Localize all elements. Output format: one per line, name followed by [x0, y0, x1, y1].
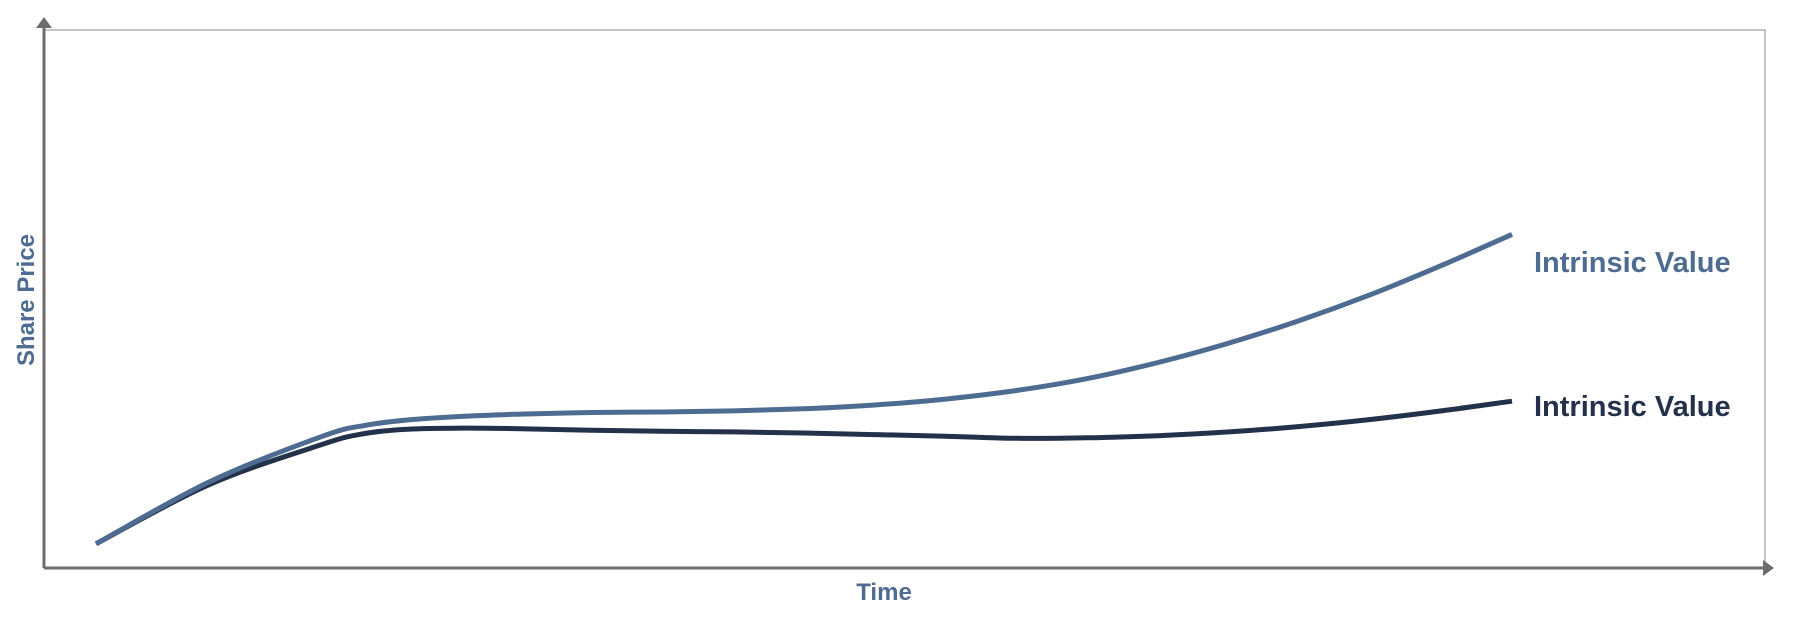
x-axis-title: Time — [856, 579, 912, 606]
y-axis-arrowhead — [36, 17, 52, 28]
series-layer — [94, 232, 1514, 547]
y-axis-title: Share Price — [13, 234, 40, 366]
series-line-lower — [94, 398, 1513, 547]
series-line-upper — [94, 232, 1514, 546]
x-axis-arrowhead — [1763, 560, 1774, 576]
series-label-lower: Intrinsic Value — [1534, 391, 1731, 423]
series-label-upper: Intrinsic Value — [1534, 247, 1731, 279]
plot-frame — [43, 29, 1766, 569]
